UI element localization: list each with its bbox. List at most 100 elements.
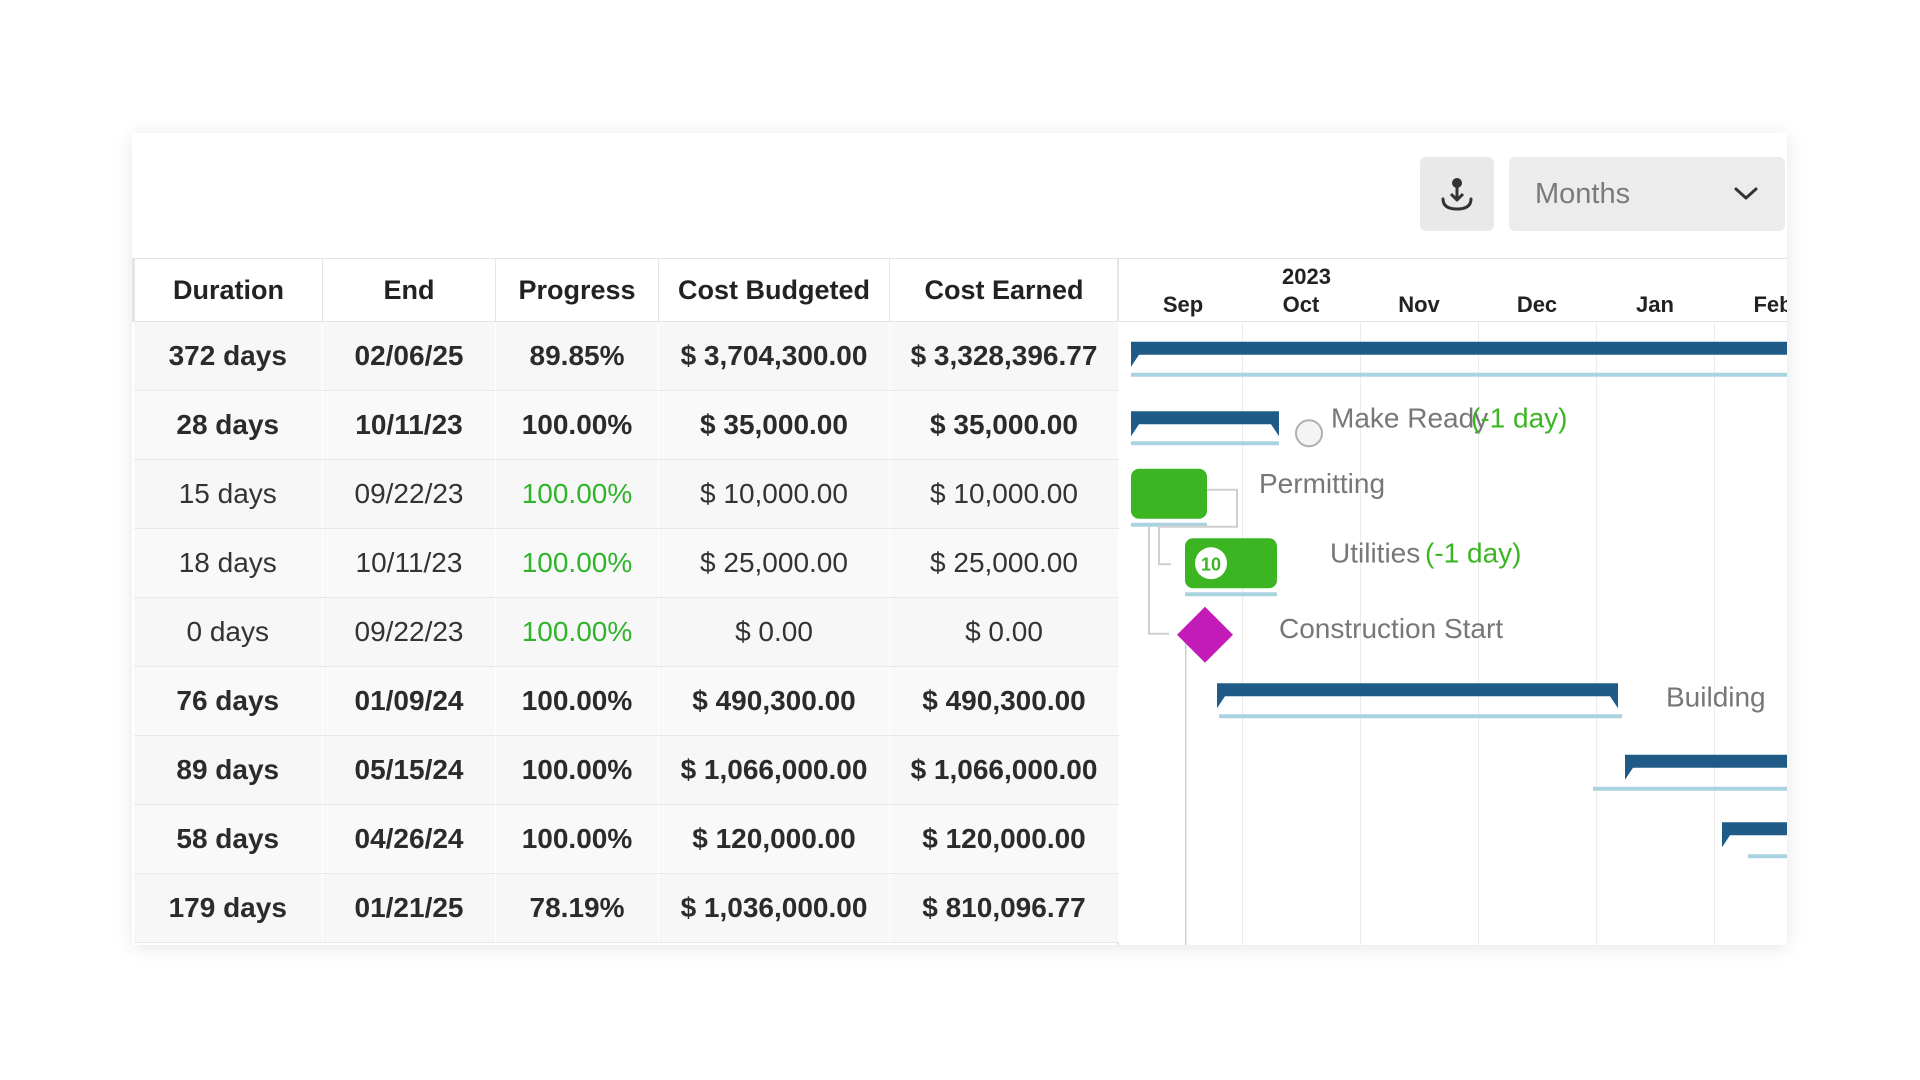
month-gridline [1242, 321, 1243, 945]
task-grid: Duration End Progress Cost Budgeted Cost… [132, 258, 1119, 945]
cell-cost-budgeted: $ 3,704,300.00 [658, 321, 890, 391]
task-label-building: Building [1666, 681, 1766, 712]
month-label: Feb [1753, 292, 1787, 317]
cell-progress: 100.00% [495, 597, 659, 667]
cell-end: 09/22/23 [322, 597, 496, 667]
cell-end: 02/06/25 [322, 321, 496, 391]
zoom-select-value: Months [1535, 177, 1631, 210]
grid-body: 372 days 02/06/25 89.85% $ 3,704,300.00 $ 3,… [133, 321, 1119, 943]
task-label-make-ready: Make Ready [1331, 402, 1488, 433]
cell-cost-budgeted: $ 120,000.00 [658, 804, 890, 874]
cell-duration: 0 days [133, 597, 323, 667]
table-row[interactable]: 372 days 02/06/25 89.85% $ 3,704,300.00 $ 3,… [133, 321, 1119, 391]
baseline-bar [1131, 522, 1207, 527]
summary-bar-make-ready[interactable] [1131, 411, 1279, 437]
cell-cost-earned: $ 35,000.00 [889, 390, 1119, 460]
month-label: Jan [1636, 292, 1674, 317]
table-row[interactable]: 18 days 10/11/23 100.00% $ 25,000.00 $ 25,00… [133, 528, 1119, 598]
gantt-body: Make Ready (-1 day) Permitting 10 Utilities(… [1119, 321, 1787, 945]
download-button[interactable] [1420, 157, 1494, 231]
zoom-select[interactable]: Months [1509, 157, 1785, 231]
summary-bar[interactable] [1625, 754, 1787, 780]
task-label-permitting: Permitting [1259, 468, 1385, 499]
column-header-progress[interactable]: Progress [495, 258, 659, 322]
month-gridline [1478, 321, 1479, 945]
table-row[interactable]: 179 days 01/21/25 78.19% $ 1,036,000.00 $ 81… [133, 873, 1119, 943]
task-bar-permitting[interactable] [1131, 468, 1207, 519]
cell-cost-budgeted: $ 1,036,000.00 [658, 873, 890, 943]
cell-progress: 100.00% [495, 804, 659, 874]
cell-duration: 372 days [133, 321, 323, 391]
summary-bar-building[interactable] [1217, 683, 1618, 709]
month-gridline [1714, 321, 1715, 945]
cell-duration: 179 days [133, 873, 323, 943]
dependency-link [1185, 643, 1187, 945]
month-label: Oct [1282, 292, 1320, 317]
summary-bar[interactable] [1722, 822, 1787, 848]
cell-end: 10/11/23 [322, 390, 496, 460]
task-variance-make-ready: (-1 day) [1471, 402, 1567, 433]
column-header-end[interactable]: End [322, 258, 496, 322]
cell-cost-earned: $ 0.00 [889, 597, 1119, 667]
cell-end: 01/21/25 [322, 873, 496, 943]
cell-cost-budgeted: $ 10,000.00 [658, 459, 890, 529]
summary-bar[interactable] [1131, 341, 1787, 367]
cell-duration: 89 days [133, 735, 323, 805]
dependency-link [1148, 526, 1169, 635]
grid-header-row: Duration End Progress Cost Budgeted Cost… [132, 258, 1119, 322]
cell-cost-earned: $ 3,328,396.77 [889, 321, 1119, 391]
cell-progress: 100.00% [495, 666, 659, 736]
cell-end: 05/15/24 [322, 735, 496, 805]
table-row[interactable]: 76 days 01/09/24 100.00% $ 490,300.00 $ 490,… [133, 666, 1119, 736]
gantt-chart: 2023 Sep Oct Nov Dec Jan Feb Make Ready (-1 da… [1119, 258, 1787, 945]
gantt-panel: Months Duration End Progress Cost Budget… [132, 133, 1787, 945]
month-gridline [1360, 321, 1361, 945]
year-label: 2023 [1282, 264, 1331, 289]
cell-cost-earned: $ 490,300.00 [889, 666, 1119, 736]
download-icon [1441, 178, 1473, 211]
dependency-link [1158, 488, 1238, 566]
table-row[interactable]: 0 days 09/22/23 100.00% $ 0.00 $ 0.00 [133, 597, 1119, 667]
task-badge [1195, 547, 1227, 580]
baseline-bar [1219, 714, 1622, 719]
baseline-bar [1185, 592, 1277, 597]
cell-cost-earned: $ 10,000.00 [889, 459, 1119, 529]
month-label: Sep [1162, 292, 1204, 317]
month-gridline [1596, 321, 1597, 945]
table-row[interactable]: 28 days 10/11/23 100.00% $ 35,000.00 $ 35,00… [133, 390, 1119, 460]
task-variance-utilities: (-1 day) [1425, 537, 1521, 568]
cell-cost-earned: $ 120,000.00 [889, 804, 1119, 874]
column-header-cost-budgeted[interactable]: Cost Budgeted [658, 258, 890, 322]
timescale-months: Sep Oct Nov Dec Jan Feb [1119, 289, 1787, 322]
cell-end: 01/09/24 [322, 666, 496, 736]
baseline-bar [1131, 441, 1279, 446]
toolbar: Months [132, 133, 1787, 258]
cell-duration: 15 days [133, 459, 323, 529]
cell-end: 09/22/23 [322, 459, 496, 529]
cell-cost-earned: $ 810,096.77 [889, 873, 1119, 943]
task-badge-count: 10 [1201, 554, 1221, 574]
cell-progress: 89.85% [495, 321, 659, 391]
cell-cost-budgeted: $ 1,066,000.00 [658, 735, 890, 805]
baseline-bar [1131, 372, 1787, 377]
column-header-cost-earned[interactable]: Cost Earned [889, 258, 1119, 322]
column-header-duration[interactable]: Duration [132, 258, 323, 322]
table-row[interactable]: 15 days 09/22/23 100.00% $ 10,000.00 $ 10,00… [133, 459, 1119, 529]
cell-cost-budgeted: $ 25,000.00 [658, 528, 890, 598]
cell-duration: 18 days [133, 528, 323, 598]
month-label: Dec [1516, 292, 1558, 317]
cell-duration: 28 days [133, 390, 323, 460]
cell-cost-earned: $ 1,066,000.00 [889, 735, 1119, 805]
cell-cost-earned: $ 25,000.00 [889, 528, 1119, 598]
cell-cost-budgeted: $ 0.00 [658, 597, 890, 667]
cell-progress: 100.00% [495, 735, 659, 805]
baseline-bar [1748, 854, 1787, 859]
cell-end: 10/11/23 [322, 528, 496, 598]
table-row[interactable]: 58 days 04/26/24 100.00% $ 120,000.00 $ 120,… [133, 804, 1119, 874]
cell-duration: 76 days [133, 666, 323, 736]
cell-progress: 100.00% [495, 390, 659, 460]
table-row[interactable]: 89 days 05/15/24 100.00% $ 1,066,000.00 $ 1,… [133, 735, 1119, 805]
constraint-icon [1295, 419, 1323, 448]
milestone-diamond[interactable] [1177, 606, 1233, 663]
